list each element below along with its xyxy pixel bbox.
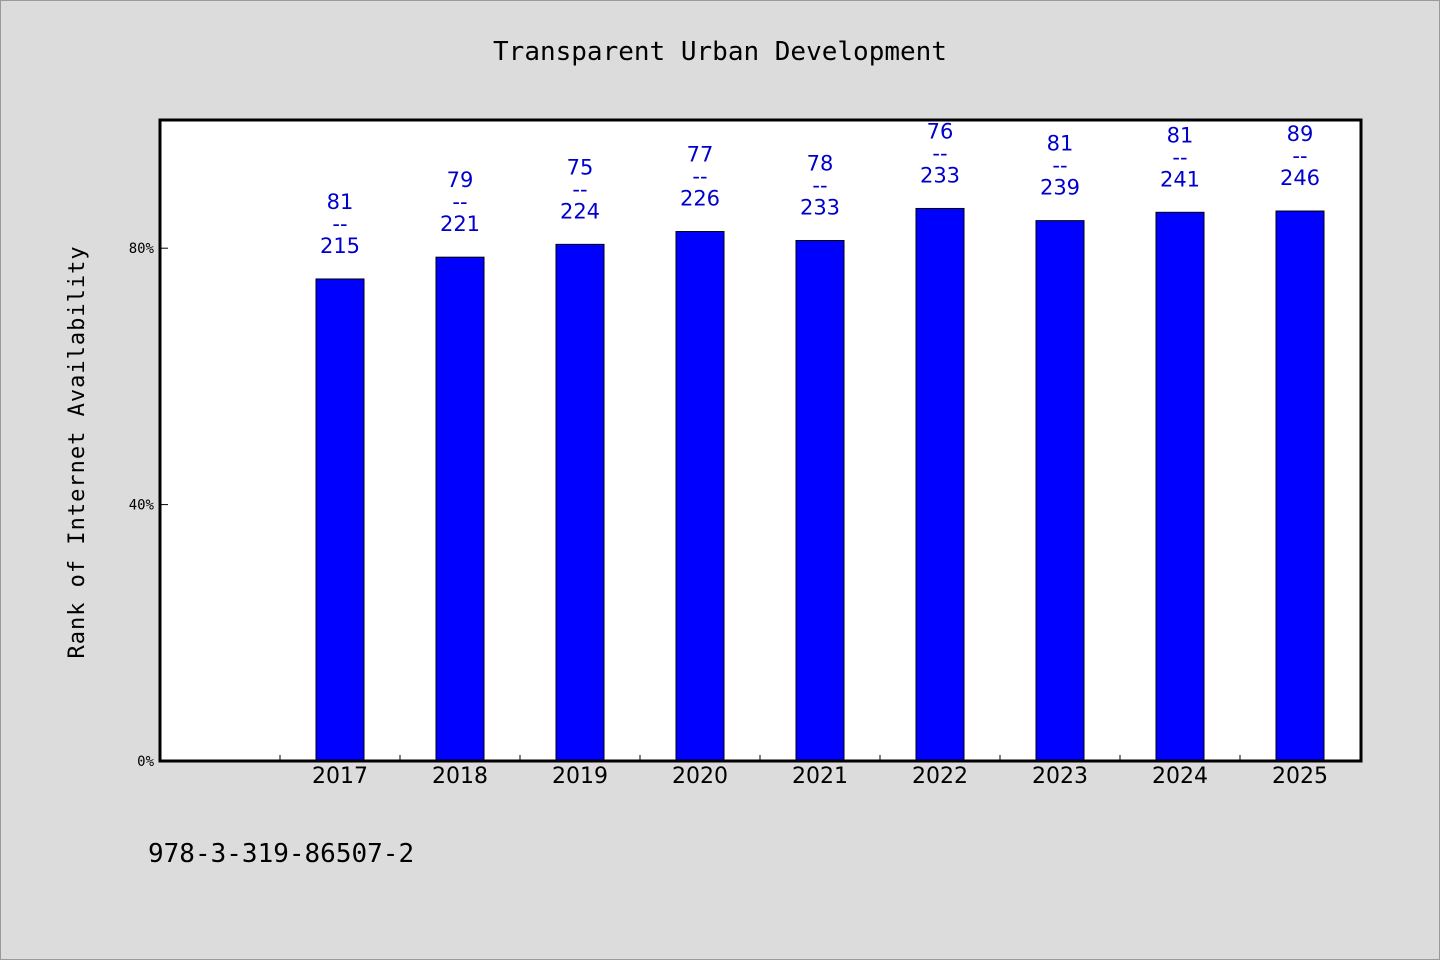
y-axis-label: Rank of Internet Availability: [65, 245, 90, 658]
x-tick-label-2021: 2021: [792, 764, 848, 789]
bar-label-sep-2023: --: [1052, 154, 1067, 178]
x-tick-label-2025: 2025: [1272, 764, 1328, 789]
bar-label-top-2017: 81: [327, 190, 354, 214]
y-tick-label: 40%: [129, 498, 155, 514]
bar-label-top-2024: 81: [1167, 123, 1194, 147]
bar-label-top-2023: 81: [1047, 132, 1074, 156]
bar-2020: [675, 231, 725, 762]
bar-label-top-2022: 76: [927, 119, 954, 143]
bar-label-sep-2021: --: [812, 174, 827, 198]
bar-label-sep-2025: --: [1292, 144, 1307, 168]
bar-label-bottom-2024: 241: [1160, 167, 1200, 191]
bar-label-top-2021: 78: [807, 152, 834, 176]
bar-label-bottom-2022: 233: [920, 163, 960, 187]
bar-label-sep-2019: --: [572, 177, 587, 201]
bar-label-bottom-2025: 246: [1280, 166, 1320, 190]
plot-border: [158, 118, 1363, 763]
bar-label-sep-2018: --: [452, 190, 467, 214]
bar-label-sep-2024: --: [1172, 145, 1187, 169]
isbn-footer: 978-3-319-86507-2: [148, 839, 414, 869]
bar-2025: [1275, 210, 1325, 762]
bar-label-bottom-2017: 215: [320, 234, 360, 258]
bar-label-top-2019: 75: [567, 155, 594, 179]
x-tick-label-2017: 2017: [312, 764, 368, 789]
x-tick-label-2019: 2019: [552, 764, 608, 789]
y-tick-label: 80%: [129, 241, 155, 257]
bar-label-top-2018: 79: [447, 168, 474, 192]
x-tick-label-2022: 2022: [912, 764, 968, 789]
bar-2018: [435, 256, 485, 762]
bar-label-sep-2022: --: [932, 141, 947, 165]
bar-2021: [795, 240, 845, 762]
bar-label-bottom-2021: 233: [800, 196, 840, 220]
x-tick-label-2023: 2023: [1032, 764, 1088, 789]
bar-2019: [555, 243, 605, 762]
bar-2023: [1035, 220, 1085, 762]
bar-label-bottom-2019: 224: [560, 199, 600, 223]
x-tick-label-2020: 2020: [672, 764, 728, 789]
bar-label-bottom-2020: 226: [680, 187, 720, 211]
x-tick-label-2024: 2024: [1152, 764, 1208, 789]
bar-label-top-2025: 89: [1287, 122, 1314, 146]
bar-label-bottom-2018: 221: [440, 212, 480, 236]
bar-2024: [1155, 211, 1205, 762]
labels-layer: 201781--215201879--221201975--224202077-…: [312, 119, 1328, 789]
y-tick-label: 0%: [137, 754, 154, 770]
bar-2022: [915, 207, 965, 762]
x-tick-label-2018: 2018: [432, 764, 488, 789]
bar-2017: [315, 278, 365, 762]
bar-label-sep-2017: --: [332, 212, 347, 236]
bars-layer: [315, 207, 1325, 762]
bar-label-sep-2020: --: [692, 165, 707, 189]
chart-title: Transparent Urban Development: [493, 37, 947, 67]
bar-label-bottom-2023: 239: [1040, 176, 1080, 200]
bar-label-top-2020: 77: [687, 143, 714, 167]
